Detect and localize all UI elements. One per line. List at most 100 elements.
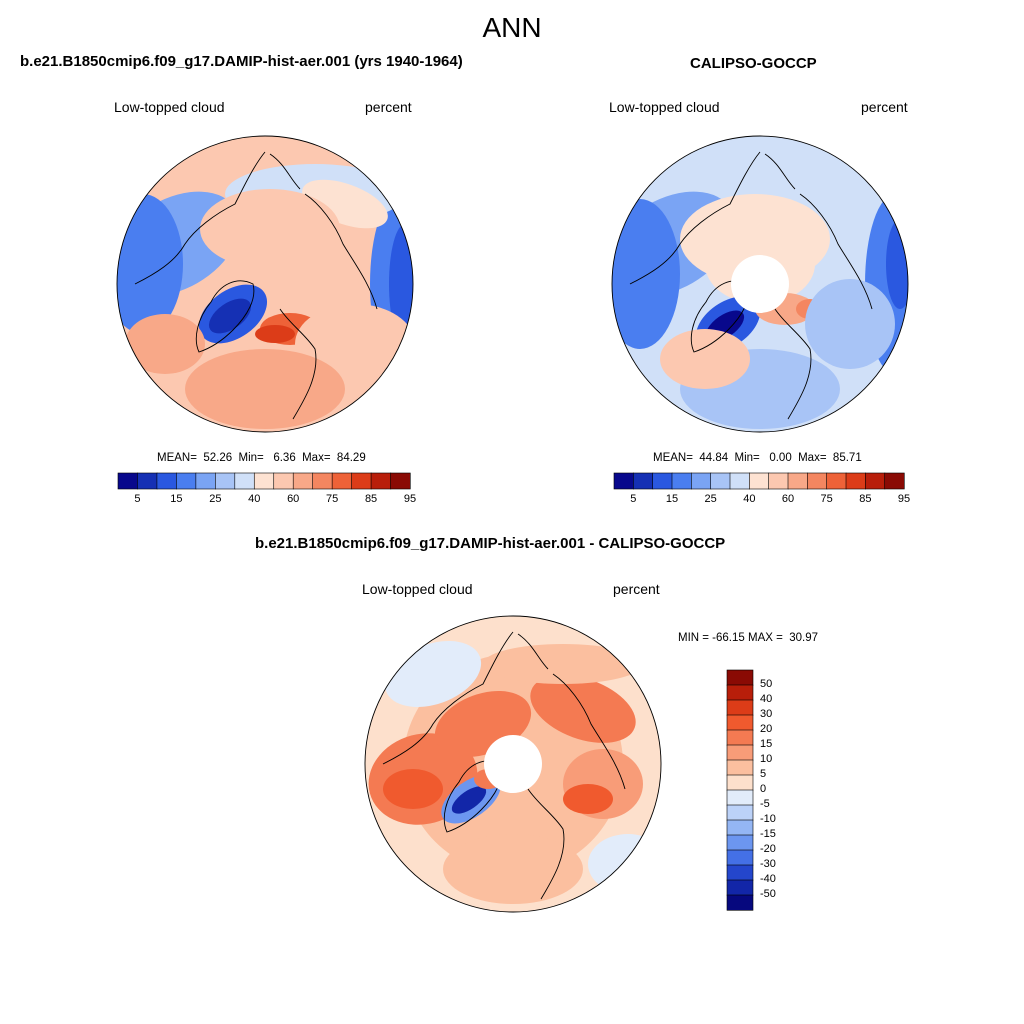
field-region (125, 314, 205, 374)
colorbar-1-tick-label: 85 (364, 493, 378, 505)
colorbar-3-tick-label: 40 (760, 693, 773, 705)
panel-2-colorbar (613, 472, 905, 490)
colorbar-1-swatch (137, 472, 158, 490)
colorbar-3-swatch (726, 864, 754, 881)
colorbar-2-tick-label: 60 (781, 493, 795, 505)
colorbar-3-tick-label: 15 (760, 738, 773, 750)
field-region (483, 644, 643, 684)
colorbar-3-tick-label: -15 (760, 828, 776, 840)
colorbar-1-swatch (370, 472, 392, 490)
colorbar-2-swatch (826, 472, 847, 490)
panel-3-colorbar-labels: 50 40 30 20 15 10 5 0 -5 -10 -15 -20 -30 -40 -50 (760, 670, 800, 910)
field-region (255, 325, 295, 343)
panel-3-stats: MIN = -66.15 MAX = 30.97 (678, 632, 818, 644)
colorbar-2-tick-label: 40 (743, 493, 756, 505)
field-region (886, 219, 908, 309)
colorbar-2-swatch (807, 472, 828, 490)
figure-title: ANN (482, 12, 542, 43)
colorbar-3-swatch (726, 804, 754, 821)
colorbar-2-swatch (613, 472, 634, 490)
colorbar-1-tick-label: 95 (403, 493, 417, 505)
colorbar-2-swatch (845, 472, 866, 490)
colorbar-2-swatch (768, 472, 789, 490)
field-region (302, 179, 388, 229)
colorbar-2-tick-label: 85 (859, 493, 872, 505)
panel-2-title: CALIPSO-GOCCP (690, 55, 817, 72)
colorbar-1-tick-label: 75 (326, 493, 339, 505)
colorbar-2-swatch (749, 472, 770, 490)
colorbar-1-swatch (234, 472, 255, 490)
colorbar-3-tick-label: 5 (760, 768, 767, 780)
colorbar-3-swatch (726, 834, 754, 851)
colorbar-3-swatch (726, 744, 754, 761)
missing-data-pole (731, 255, 789, 313)
colorbar-1-swatch (253, 472, 275, 490)
colorbar-2-swatch (865, 472, 886, 490)
field-region (451, 786, 487, 814)
colorbar-3-swatch (726, 699, 754, 716)
colorbar-3-tick-label: -10 (760, 813, 776, 825)
colorbar-2-tick-label: 95 (897, 493, 911, 505)
field-region (805, 279, 895, 369)
colorbar-3-swatch (726, 684, 754, 701)
colorbar-2-swatch (729, 472, 750, 490)
colorbar-1-swatch (292, 472, 314, 490)
colorbar-2-tick-label: 5 (630, 493, 637, 505)
field-region (200, 189, 340, 269)
colorbar-3-tick-label: -5 (760, 798, 770, 810)
colorbar-1-tick-label: 5 (134, 493, 141, 505)
field-region (660, 329, 750, 389)
field-region (530, 675, 636, 743)
field-region (270, 249, 350, 309)
panel-3-variable-label: Low-topped cloud (362, 581, 473, 597)
colorbar-2-swatch (884, 472, 905, 490)
colorbar-1-tick-label: 60 (287, 493, 300, 505)
colorbar-3-swatch (726, 894, 754, 911)
colorbar-3-tick-label: -20 (760, 843, 776, 855)
colorbar-2-tick-label: 15 (665, 493, 679, 505)
map-boundary (364, 615, 662, 913)
panel-1-colorbar-labels: 5 15 25 40 60 75 85 95 (118, 493, 416, 509)
colorbar-1-swatch (215, 472, 236, 490)
colorbar-3-swatch (726, 789, 754, 806)
colorbar-1-tick-label: 15 (170, 493, 183, 505)
field-region (563, 784, 613, 814)
field-region (185, 349, 345, 429)
panel-2-units-label: percent (861, 99, 908, 115)
colorbar-1-swatch (351, 472, 372, 490)
colorbar-1-swatch (117, 472, 139, 490)
colorbar-3-swatch (726, 669, 754, 686)
colorbar-3-tick-label: 50 (760, 678, 773, 690)
panel-1-colorbar (117, 472, 411, 490)
colorbar-2-swatch (671, 472, 692, 490)
colorbar-2-swatch (691, 472, 712, 490)
colorbar-3-swatch (726, 729, 754, 746)
colorbar-1-tick-label: 40 (248, 493, 261, 505)
colorbar-3-tick-label: -40 (760, 873, 776, 885)
colorbar-3-tick-label: -30 (760, 858, 776, 870)
colorbar-3-swatch (726, 879, 754, 896)
colorbar-2-swatch (652, 472, 673, 490)
colorbar-2-tick-label: 25 (704, 493, 717, 505)
panel-1-stats: MEAN= 52.26 Min= 6.36 Max= 84.29 (157, 452, 366, 464)
colorbar-1-swatch (331, 472, 353, 490)
field-region (588, 834, 661, 894)
panel-1-variable-label: Low-topped cloud (114, 99, 225, 115)
panel-2-variable-label: Low-topped cloud (609, 99, 720, 115)
colorbar-3-tick-label: 30 (760, 708, 773, 720)
colorbar-1-swatch (273, 472, 294, 490)
colorbar-3-tick-label: -50 (760, 888, 776, 900)
field-region (208, 298, 252, 334)
panel-1-polar-map (116, 135, 414, 433)
map-boundary (116, 135, 414, 433)
colorbar-1-swatch (312, 472, 333, 490)
panel-2-stats: MEAN= 44.84 Min= 0.00 Max= 85.71 (653, 452, 862, 464)
field-region (389, 224, 413, 344)
map-boundary (611, 135, 909, 433)
missing-data-pole (484, 735, 542, 793)
colorbar-3-tick-label: 10 (760, 753, 773, 765)
panel-1-units-label: percent (365, 99, 412, 115)
colorbar-1-swatch (390, 472, 411, 490)
panel-3-title: b.e21.B1850cmip6.f09_g17.DAMIP-hist-aer.… (255, 535, 726, 552)
panel-2-polar-map (611, 135, 909, 433)
